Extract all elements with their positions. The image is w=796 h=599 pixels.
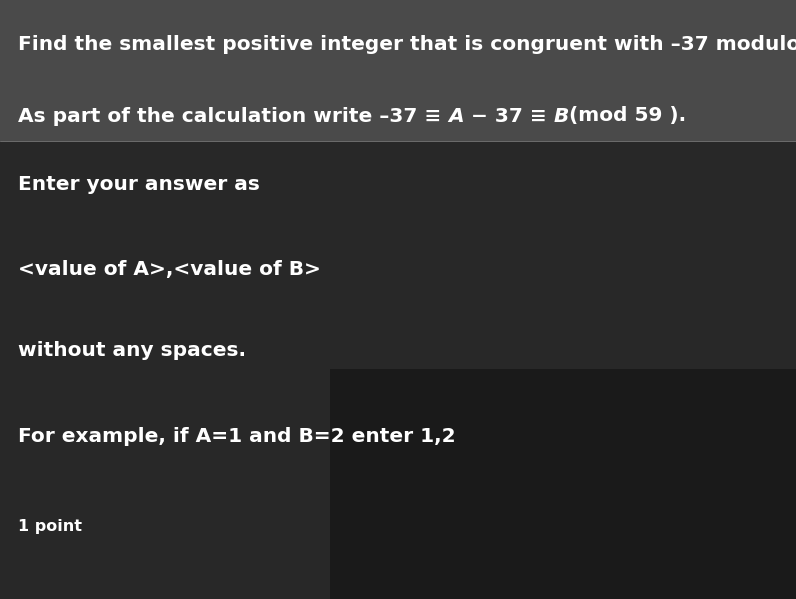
Bar <box>0 0 796 141</box>
Text: As part of the calculation write –37 ≡: As part of the calculation write –37 ≡ <box>18 107 448 126</box>
Text: Find the smallest positive integer that is congruent with –37 modulo 59.: Find the smallest positive integer that … <box>18 35 796 53</box>
Text: without any spaces.: without any spaces. <box>18 341 246 361</box>
Text: For example, if A=1 and B=2 enter 1,2: For example, if A=1 and B=2 enter 1,2 <box>18 426 455 446</box>
Text: 1 point: 1 point <box>18 519 82 534</box>
Bar <box>0 141 796 599</box>
Text: − 37 ≡: − 37 ≡ <box>464 107 554 126</box>
Bar <box>330 369 796 599</box>
Text: (mod 59 ).: (mod 59 ). <box>569 107 686 126</box>
Text: A: A <box>448 107 464 126</box>
Text: B: B <box>554 107 569 126</box>
Text: Enter your answer as: Enter your answer as <box>18 174 259 193</box>
Text: <value of A>,<value of B>: <value of A>,<value of B> <box>18 259 321 279</box>
